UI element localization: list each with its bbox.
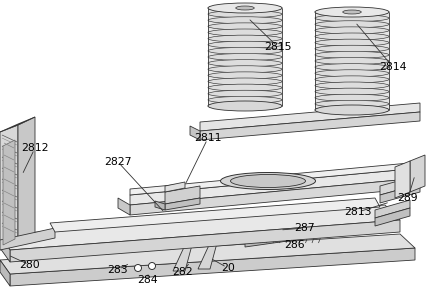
Ellipse shape — [314, 64, 388, 71]
Ellipse shape — [207, 11, 281, 18]
Ellipse shape — [314, 58, 388, 65]
Ellipse shape — [207, 4, 281, 12]
Polygon shape — [0, 234, 414, 274]
Text: 2827: 2827 — [104, 157, 132, 167]
Text: 2812: 2812 — [21, 143, 49, 153]
Ellipse shape — [314, 7, 388, 17]
Ellipse shape — [314, 100, 388, 107]
Ellipse shape — [207, 96, 281, 103]
Polygon shape — [409, 155, 424, 192]
Polygon shape — [164, 198, 200, 210]
Ellipse shape — [314, 106, 388, 114]
Polygon shape — [0, 260, 10, 286]
Text: 287: 287 — [294, 223, 315, 233]
Text: 280: 280 — [20, 260, 40, 270]
Polygon shape — [379, 175, 419, 195]
Polygon shape — [164, 182, 184, 192]
Text: 2815: 2815 — [263, 42, 291, 52]
Ellipse shape — [207, 17, 281, 24]
Ellipse shape — [207, 60, 281, 67]
Polygon shape — [200, 112, 419, 140]
Polygon shape — [0, 205, 399, 250]
Ellipse shape — [207, 84, 281, 91]
Polygon shape — [0, 117, 35, 132]
Ellipse shape — [207, 53, 281, 60]
Polygon shape — [197, 243, 217, 269]
Polygon shape — [118, 198, 130, 215]
Ellipse shape — [314, 39, 388, 46]
Polygon shape — [0, 125, 18, 250]
Ellipse shape — [207, 72, 281, 79]
Ellipse shape — [314, 21, 388, 28]
Ellipse shape — [207, 78, 281, 85]
Polygon shape — [190, 126, 200, 140]
Ellipse shape — [207, 41, 281, 48]
Ellipse shape — [314, 70, 388, 77]
Polygon shape — [50, 198, 379, 232]
Ellipse shape — [314, 82, 388, 89]
Ellipse shape — [207, 29, 281, 36]
Polygon shape — [173, 245, 191, 271]
Polygon shape — [379, 184, 419, 203]
Ellipse shape — [207, 90, 281, 97]
Ellipse shape — [342, 10, 360, 14]
Ellipse shape — [207, 102, 281, 109]
Ellipse shape — [235, 6, 253, 10]
Text: 20: 20 — [220, 263, 234, 273]
Text: 282: 282 — [172, 267, 193, 277]
Text: 284: 284 — [138, 275, 158, 285]
Polygon shape — [55, 240, 120, 258]
Ellipse shape — [314, 76, 388, 83]
Polygon shape — [130, 162, 419, 195]
Polygon shape — [244, 228, 329, 247]
Ellipse shape — [207, 66, 281, 73]
Ellipse shape — [207, 35, 281, 42]
Ellipse shape — [314, 15, 388, 22]
Ellipse shape — [314, 88, 388, 95]
Ellipse shape — [314, 9, 388, 16]
Ellipse shape — [314, 105, 388, 115]
Polygon shape — [200, 103, 419, 131]
Polygon shape — [374, 208, 409, 226]
Polygon shape — [164, 186, 200, 204]
Polygon shape — [314, 12, 388, 110]
Ellipse shape — [230, 175, 305, 188]
Ellipse shape — [207, 23, 281, 30]
Polygon shape — [10, 248, 414, 286]
Polygon shape — [394, 161, 409, 198]
Ellipse shape — [207, 3, 281, 13]
Text: 2811: 2811 — [194, 133, 221, 143]
Polygon shape — [207, 8, 281, 106]
Polygon shape — [0, 235, 10, 262]
Polygon shape — [130, 168, 419, 205]
Text: 286: 286 — [284, 240, 305, 250]
Polygon shape — [10, 220, 399, 262]
Polygon shape — [374, 200, 409, 218]
Ellipse shape — [314, 27, 388, 34]
Text: 2813: 2813 — [343, 207, 371, 217]
Polygon shape — [130, 178, 419, 215]
Circle shape — [134, 265, 141, 271]
Ellipse shape — [314, 94, 388, 101]
Polygon shape — [0, 228, 55, 250]
Polygon shape — [155, 201, 164, 210]
Text: 289: 289 — [397, 193, 418, 203]
Ellipse shape — [220, 173, 315, 189]
Ellipse shape — [207, 47, 281, 54]
Text: 283: 283 — [108, 265, 128, 275]
Polygon shape — [18, 117, 35, 243]
Ellipse shape — [314, 45, 388, 52]
Ellipse shape — [314, 51, 388, 58]
Ellipse shape — [207, 101, 281, 111]
Ellipse shape — [314, 33, 388, 40]
Polygon shape — [3, 140, 15, 245]
Text: 2814: 2814 — [378, 62, 406, 72]
Circle shape — [148, 263, 155, 270]
